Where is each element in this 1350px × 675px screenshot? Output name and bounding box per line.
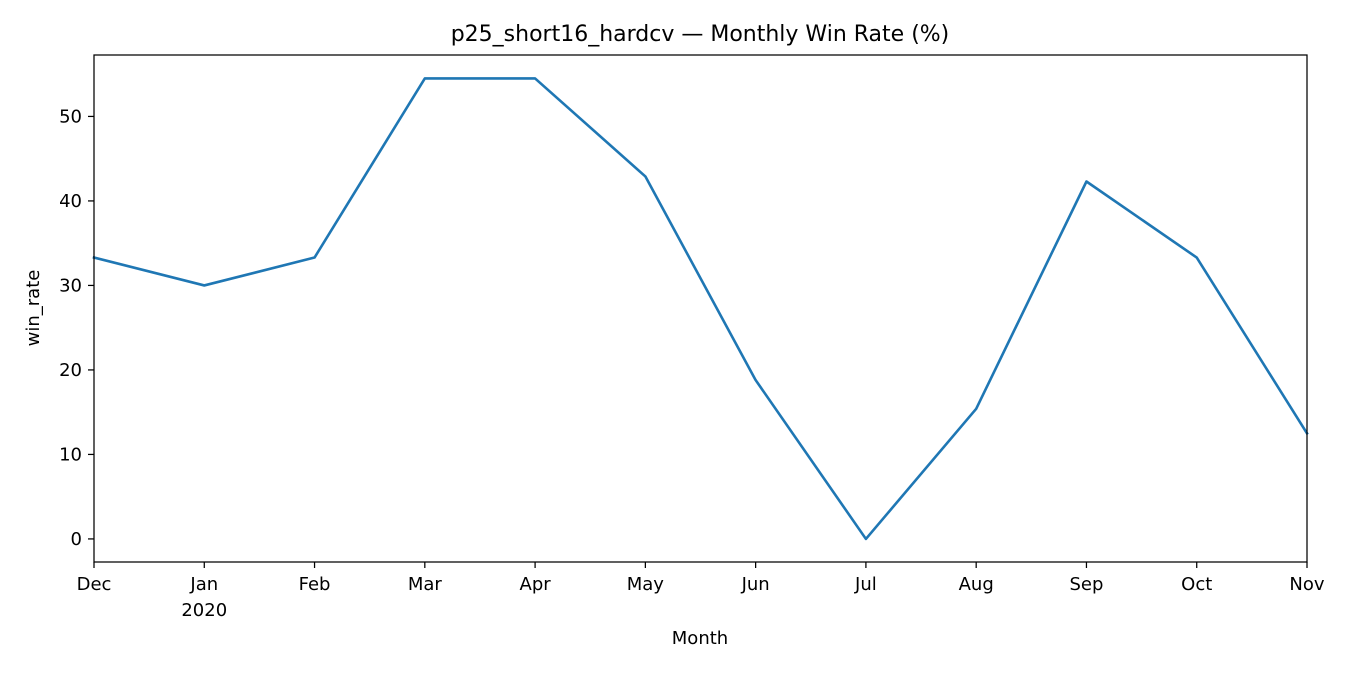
x-axis-label: Month (672, 628, 728, 649)
x-tick-label: Aug (959, 574, 994, 595)
chart-title: p25_short16_hardcv — Monthly Win Rate (%… (451, 22, 950, 47)
y-axis-label: win_rate (23, 270, 44, 347)
x-tick-label: May (627, 574, 665, 595)
y-tick-label: 40 (59, 191, 82, 212)
y-tick-label: 30 (59, 275, 82, 296)
y-axis: 0 10 20 30 40 50 (59, 106, 94, 550)
series-line (92, 77, 1309, 541)
y-tick-label: 0 (71, 529, 82, 550)
x-axis: Dec Jan 2020 Feb Mar Apr May Jun Jul Aug Sep Oct Nov (77, 562, 1325, 621)
x-tick-label: Dec (77, 574, 112, 595)
y-tick-label: 10 (59, 444, 82, 465)
x-tick-label: Jun (741, 574, 770, 595)
x-tick-label: Feb (299, 574, 331, 595)
x-tick-label: Apr (520, 574, 552, 595)
x-tick-label: Oct (1181, 574, 1212, 595)
x-tick-label: Mar (408, 574, 443, 595)
x-tick-label: Sep (1069, 574, 1103, 595)
x-tick-label: Nov (1289, 574, 1324, 595)
y-tick-label: 50 (59, 106, 82, 127)
plot-area (92, 77, 1309, 541)
x-tick-year-label: 2020 (181, 600, 227, 621)
y-tick-label: 20 (59, 360, 82, 381)
x-tick-label: Jan (189, 574, 218, 595)
x-tick-label: Jul (854, 574, 877, 595)
axes-frame (93, 54, 1308, 563)
